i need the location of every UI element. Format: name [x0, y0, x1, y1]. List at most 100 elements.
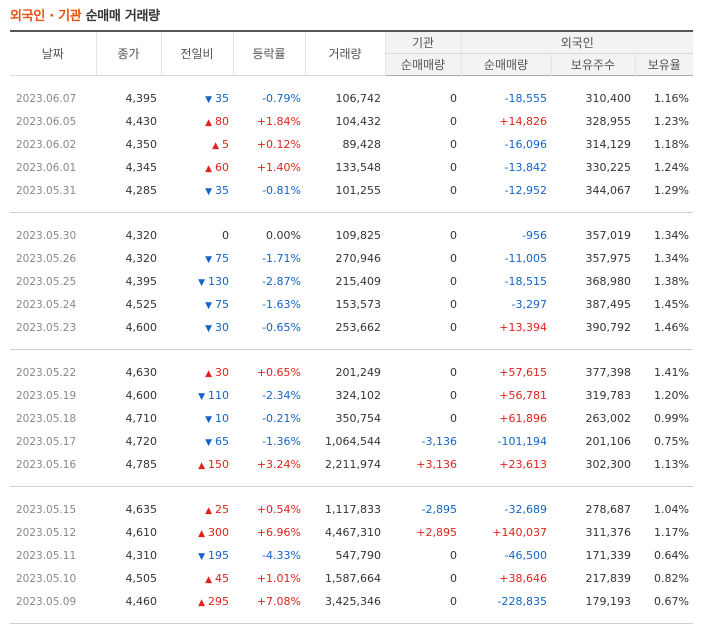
date-cell: 2023.06.07: [16, 92, 77, 105]
ratio-cell: 1.45%: [654, 298, 689, 311]
close-price-cell: 4,635: [125, 503, 158, 516]
change-cell: ▲ 25: [161, 498, 233, 521]
table-row: 2023.05.31 4,285 ▼ 35 -0.81% 101,255 0 -12,952 3…: [10, 179, 693, 202]
close-price-cell: 4,630: [125, 366, 158, 379]
inst-net-cell: +2,895: [416, 526, 457, 539]
down-triangle-icon: ▼: [205, 187, 212, 197]
up-triangle-icon: ▲: [205, 506, 212, 516]
date-cell: 2023.06.01: [16, 161, 77, 174]
header-inst-net: 순매매량: [384, 53, 461, 75]
change-value: 0: [222, 229, 229, 242]
close-price-cell: 4,430: [125, 115, 158, 128]
volume-cell: 215,409: [335, 275, 382, 288]
holdings-cell: 387,495: [585, 298, 632, 311]
date-cell: 2023.05.26: [16, 252, 77, 265]
foreign-net-cell: -18,515: [504, 275, 547, 288]
close-price-cell: 4,310: [125, 549, 158, 562]
table-row: 2023.05.09 4,460 ▲ 295 +7.08% 3,425,346 0 -228,…: [10, 590, 693, 613]
ratio-cell: 1.20%: [654, 389, 689, 402]
header-date: 날짜: [10, 31, 96, 76]
date-cell: 2023.05.10: [16, 572, 77, 585]
foreign-net-cell: +38,646: [499, 572, 547, 585]
rate-cell: -1.63%: [262, 298, 301, 311]
close-price-cell: 4,600: [125, 389, 158, 402]
holdings-cell: 179,193: [585, 595, 632, 608]
holdings-cell: 278,687: [585, 503, 632, 516]
rate-cell: -1.71%: [262, 252, 301, 265]
foreign-net-cell: +14,826: [499, 115, 547, 128]
up-triangle-icon: ▲: [212, 141, 219, 151]
close-price-cell: 4,710: [125, 412, 158, 425]
group-separator: [10, 202, 693, 213]
date-cell: 2023.05.19: [16, 389, 77, 402]
header-ratio: 보유율: [634, 53, 693, 75]
volume-cell: 109,825: [335, 229, 382, 242]
inst-net-cell: 0: [450, 275, 457, 288]
rate-cell: +1.84%: [256, 115, 301, 128]
ratio-cell: 1.04%: [654, 503, 689, 516]
change-value: 35: [215, 92, 229, 105]
date-cell: 2023.05.18: [16, 412, 77, 425]
up-triangle-icon: ▲: [205, 164, 212, 174]
change-cell: ▲ 5: [161, 133, 233, 156]
date-cell: 2023.05.09: [16, 595, 77, 608]
foreign-net-cell: +140,037: [492, 526, 547, 539]
ratio-cell: 1.18%: [654, 138, 689, 151]
spacer-cell: [10, 212, 693, 224]
volume-cell: 324,102: [335, 389, 382, 402]
rate-cell: -0.65%: [262, 321, 301, 334]
header-foreign-net: 순매매량: [460, 53, 551, 75]
down-triangle-icon: ▼: [205, 415, 212, 425]
change-cell: ▲ 150: [161, 453, 233, 476]
up-triangle-icon: ▲: [205, 118, 212, 128]
volume-cell: 3,425,346: [325, 595, 381, 608]
date-cell: 2023.05.15: [16, 503, 77, 516]
ratio-cell: 1.34%: [654, 229, 689, 242]
ratio-cell: 1.13%: [654, 458, 689, 471]
inst-net-cell: 0: [450, 138, 457, 151]
date-cell: 2023.05.22: [16, 366, 77, 379]
change-cell: ▼ 35: [161, 179, 233, 202]
foreign-net-cell: -32,689: [504, 503, 547, 516]
date-cell: 2023.06.05: [16, 115, 77, 128]
inst-net-cell: 0: [450, 298, 457, 311]
foreign-net-cell: -46,500: [504, 549, 547, 562]
rate-cell: 0.00%: [266, 229, 301, 242]
change-value: 195: [208, 549, 229, 562]
group-spacer: [10, 75, 693, 87]
inst-net-cell: 0: [450, 92, 457, 105]
change-value: 10: [215, 412, 229, 425]
inst-net-cell: 0: [450, 572, 457, 585]
volume-cell: 1,117,833: [325, 503, 381, 516]
rate-cell: -0.21%: [262, 412, 301, 425]
change-cell: ▲ 300: [161, 521, 233, 544]
rate-cell: +6.96%: [256, 526, 301, 539]
close-price-cell: 4,350: [125, 138, 158, 151]
inst-net-cell: 0: [450, 595, 457, 608]
rate-cell: +1.01%: [256, 572, 301, 585]
group-separator: [10, 476, 693, 487]
down-triangle-icon: ▼: [205, 438, 212, 448]
spacer-cell: [10, 349, 693, 361]
page-title: 외국인 · 기관 순매매 거래량: [10, 8, 699, 26]
change-value: 25: [215, 503, 229, 516]
table-row: 2023.05.16 4,785 ▲ 150 +3.24% 2,211,974 +3,136…: [10, 453, 693, 476]
holdings-cell: 330,225: [585, 161, 632, 174]
table-row: 2023.06.01 4,345 ▲ 60 +1.40% 133,548 0 -13,842 3…: [10, 156, 693, 179]
ratio-cell: 1.34%: [654, 252, 689, 265]
ratio-cell: 0.64%: [654, 549, 689, 562]
foreign-net-cell: -101,194: [497, 435, 547, 448]
table-row: 2023.05.22 4,630 ▲ 30 +0.65% 201,249 0 +57,615 3…: [10, 361, 693, 384]
table-row: 2023.05.18 4,710 ▼ 10 -0.21% 350,754 0 +61,896 2…: [10, 407, 693, 430]
volume-cell: 133,548: [335, 161, 382, 174]
rate-cell: +0.54%: [256, 503, 301, 516]
table-row: 2023.06.05 4,430 ▲ 80 +1.84% 104,432 0 +14,826 3…: [10, 110, 693, 133]
up-triangle-icon: ▲: [198, 461, 205, 471]
down-triangle-icon: ▼: [198, 392, 205, 402]
change-cell: ▼ 110: [161, 384, 233, 407]
change-cell: ▲ 30: [161, 361, 233, 384]
change-cell: ▼ 75: [161, 247, 233, 270]
table-row: 2023.05.23 4,600 ▼ 30 -0.65% 253,662 0 +13,394 3…: [10, 316, 693, 339]
table-row: 2023.05.10 4,505 ▲ 45 +1.01% 1,587,664 0 +38,64…: [10, 567, 693, 590]
ratio-cell: 1.29%: [654, 184, 689, 197]
